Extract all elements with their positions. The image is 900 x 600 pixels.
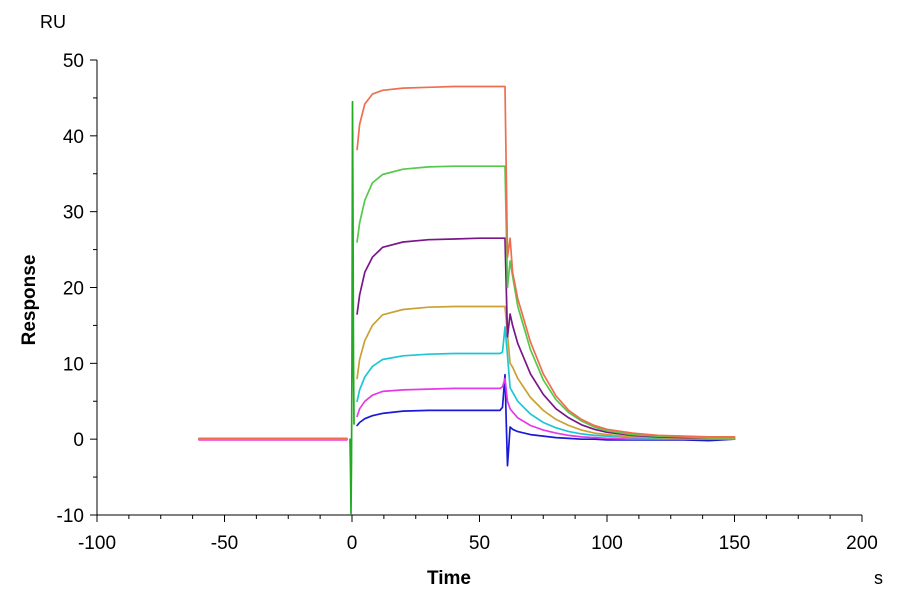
series [198,85,736,440]
x-tick-label: -100 [78,533,116,554]
x-tick-label: 100 [591,533,623,554]
plot-area [198,85,736,515]
series-curves [198,85,736,467]
x-tick-label: 0 [347,533,358,554]
y-tick-label: 50 [63,51,84,72]
x-tick-label: 50 [469,533,490,554]
series [198,165,736,441]
x-unit-label: s [874,568,883,588]
y-tick-label: 30 [63,203,84,224]
series-response-line [356,326,736,440]
x-tick-label: -50 [211,533,238,554]
series-response-line [356,237,736,439]
x-axis-title: Time [427,568,471,589]
series-response-line [356,373,736,467]
injection-spike-line [349,100,355,515]
series [198,377,736,441]
series-response-line [356,85,736,438]
y-axis-ticks: -10 0 10 20 30 40 50 [57,51,97,527]
y-axis-title: Response [19,255,40,346]
x-tick-label: 200 [846,533,878,554]
series [198,305,736,441]
injection-artifact [349,100,355,515]
y-tick-label: 0 [73,430,84,451]
y-tick-label: 20 [63,279,84,300]
series-response-line [356,377,736,441]
x-axis-ticks: -100 -50 0 50 100 150 200 [78,515,878,554]
y-tick-label: -10 [57,506,84,527]
y-tick-label: 10 [63,354,84,375]
y-unit-label: RU [40,12,66,32]
series [198,326,736,441]
series-response-line [356,305,736,440]
series [198,237,736,441]
y-tick-label: 40 [63,127,84,148]
x-tick-label: 150 [719,533,751,554]
